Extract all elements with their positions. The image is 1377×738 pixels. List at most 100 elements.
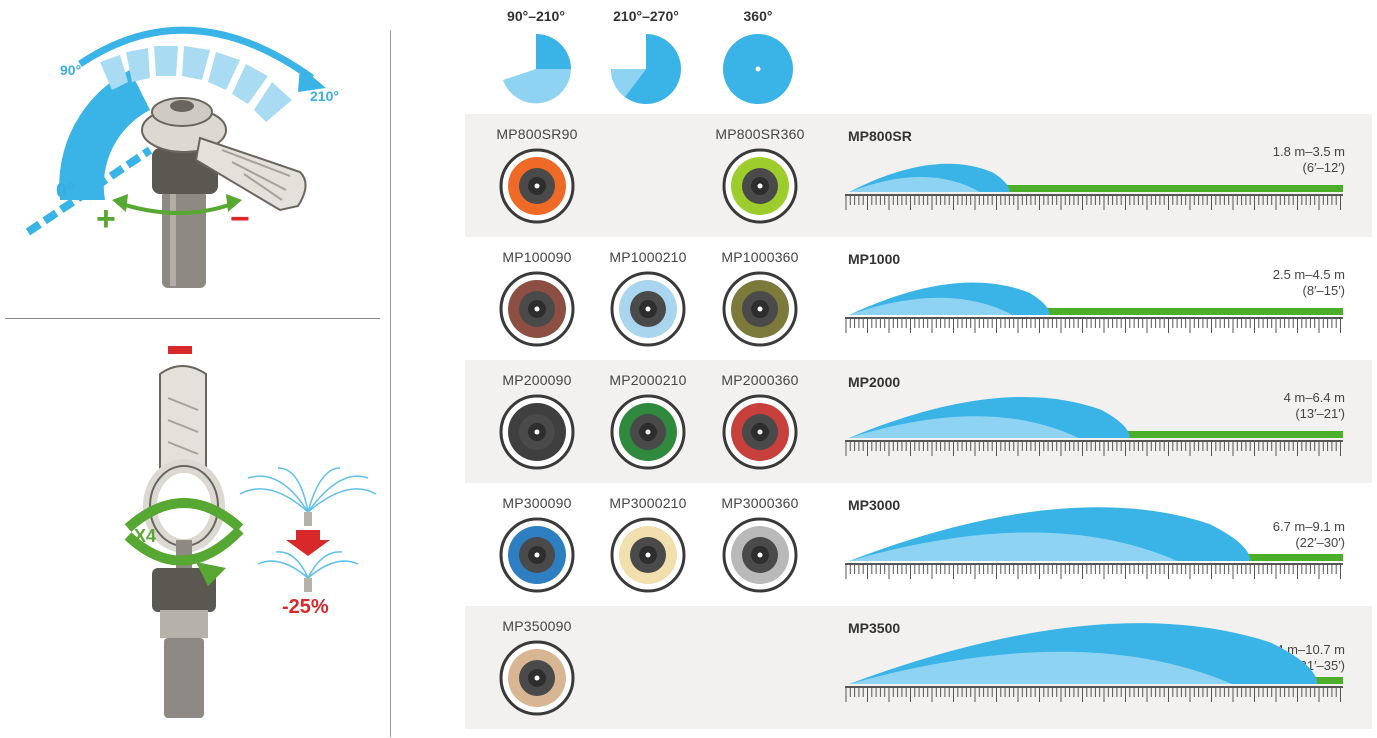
- full-circle-icon: [723, 34, 793, 104]
- nozzle-row: MP200090 MP2000210 MP2000360 MP2000 4 m–6.4 …: [465, 360, 1372, 483]
- distance-ruler: [845, 194, 1343, 196]
- minus-sign: −: [230, 200, 250, 238]
- nozzle-item: MP800SR360: [700, 126, 820, 224]
- series-name: MP800SR: [848, 128, 912, 144]
- nozzle-model-label: MP800SR90: [496, 126, 578, 142]
- radius-reduction-illustration: [124, 346, 377, 718]
- range-feet: (6′–12′): [1302, 160, 1345, 175]
- throw-profile: [845, 396, 1343, 456]
- range-metric: 6.7 m–9.1 m: [1272, 519, 1345, 534]
- nozzle-item: MP1000360: [700, 249, 820, 347]
- reduce-minus-sign: −: [168, 324, 169, 325]
- grass-strip: [1311, 677, 1343, 684]
- range-metric: 4 m–6.4 m: [1283, 390, 1345, 405]
- nozzle-cap-icon: [722, 517, 798, 593]
- nozzle-model-label: MP300090: [502, 495, 572, 511]
- nozzle-model-label: MP1000210: [609, 249, 687, 265]
- nozzle-model-label: MP800SR360: [715, 126, 805, 142]
- arc-header: 90°–210° 210°–270° 360°: [470, 0, 830, 110]
- panel-divider: [5, 318, 380, 319]
- vertical-divider: [390, 30, 391, 737]
- water-throw-inner: [849, 532, 1178, 561]
- arc-label: 210°–270°: [613, 8, 679, 24]
- arc-label: 90°–210°: [507, 8, 565, 24]
- nozzle-item: MP3000210: [588, 495, 708, 593]
- water-throw-inner: [849, 651, 1233, 684]
- range-metric: 2.5 m–4.5 m: [1272, 267, 1345, 282]
- nozzle-item: MP3000360: [700, 495, 820, 593]
- ruler-ticks: [845, 440, 1341, 456]
- throw-range: 6.7 m–9.1 m (22′–30′): [1273, 519, 1345, 551]
- nozzle-model-label: MP2000360: [721, 372, 799, 388]
- adjustment-illustration-panel: 90° 210° 0° + − − X4 -25%: [0, 0, 392, 737]
- nozzle-cap-icon: [499, 148, 575, 224]
- nozzle-model-label: MP3000360: [721, 495, 799, 511]
- ruler-ticks: [845, 563, 1341, 579]
- nozzle-cap-icon: [722, 271, 798, 347]
- series-name: MP2000: [848, 374, 901, 390]
- nozzle-cap-icon: [722, 394, 798, 470]
- water-throw-inner: [849, 416, 1079, 438]
- nozzle-row: MP100090 MP1000210 MP1000360 MP1000 2.5 m–4.…: [465, 237, 1372, 360]
- throw-profile: [845, 282, 1343, 333]
- nozzle-item: MP300090: [477, 495, 597, 593]
- throw-profile: [845, 163, 1343, 210]
- distance-ruler: [845, 686, 1343, 688]
- nozzle-item: MP1000210: [588, 249, 708, 347]
- label-210-degrees: 210°: [310, 88, 339, 104]
- series-name: MP3000: [848, 497, 901, 513]
- label-0-degrees: 0°: [56, 180, 76, 202]
- grass-strip: [1043, 308, 1343, 315]
- distance-ruler: [845, 317, 1343, 319]
- throw-range: 4 m–6.4 m (13′–21′): [1284, 390, 1345, 422]
- grass-strip: [1244, 554, 1343, 561]
- nozzle-model-label: MP2000210: [609, 372, 687, 388]
- throw-profile: [845, 623, 1343, 702]
- throw-profile: [845, 507, 1343, 579]
- series-name: MP3500: [848, 620, 901, 636]
- nozzle-model-label: MP350090: [502, 618, 572, 634]
- nozzle-model-label: MP200090: [502, 372, 572, 388]
- nozzle-cap-icon: [722, 148, 798, 224]
- ruler-ticks: [845, 194, 1341, 210]
- distance-ruler: [845, 563, 1343, 565]
- arc-label: 360°: [743, 8, 773, 24]
- nozzle-item: MP2000360: [700, 372, 820, 470]
- nozzle-cap-icon: [499, 517, 575, 593]
- nozzle-cap-icon: [610, 271, 686, 347]
- partial-arc-large-icon: [611, 34, 681, 104]
- range-feet: (8′–15′): [1302, 283, 1345, 298]
- arc-column-360: 360°: [703, 0, 813, 104]
- distance-ruler: [845, 440, 1343, 442]
- nozzle-item: MP2000210: [588, 372, 708, 470]
- label-90-degrees: 90°: [60, 62, 82, 78]
- ruler-ticks: [845, 317, 1341, 333]
- nozzle-item: MP350090: [477, 618, 597, 716]
- water-throw-inner: [849, 177, 980, 192]
- grass-strip: [1003, 185, 1343, 192]
- nozzle-row: MP800SR90 MP800SR360 MP800SR 1.8 m–3.5 m (6′…: [465, 114, 1372, 237]
- throw-range: 2.5 m–4.5 m (8′–15′): [1273, 267, 1345, 299]
- turns-x4-label: X4: [134, 526, 157, 546]
- plus-sign: +: [96, 200, 116, 238]
- nozzle-item: MP100090: [477, 249, 597, 347]
- range-feet: (22′–30′): [1295, 535, 1345, 550]
- nozzle-cap-icon: [499, 271, 575, 347]
- ruler-ticks: [845, 686, 1341, 702]
- nozzle-item: MP800SR90: [477, 126, 597, 224]
- nozzle-cap-icon: [610, 394, 686, 470]
- water-throw-inner: [849, 297, 1013, 315]
- nozzle-cap-icon: [610, 517, 686, 593]
- nozzle-cap-icon: [499, 640, 575, 716]
- range-metric: 1.8 m–3.5 m: [1272, 144, 1345, 159]
- grass-strip: [1123, 431, 1343, 438]
- nozzle-row: MP350090 MP3500 9.4 m–10.7 m (31′–35′): [465, 606, 1372, 729]
- arc-column-210-270: 210°–270°: [591, 0, 701, 104]
- partial-arc-small-icon: [503, 34, 571, 104]
- nozzle-row: MP300090 MP3000210 MP3000360 MP3000 6.7 m–9.…: [465, 483, 1372, 606]
- arc-adjustment-illustration: [25, 26, 326, 288]
- nozzle-item: MP200090: [477, 372, 597, 470]
- nozzle-model-label: MP1000360: [721, 249, 799, 265]
- series-name: MP1000: [848, 251, 901, 267]
- reduction-percent-label: -25%: [282, 596, 329, 618]
